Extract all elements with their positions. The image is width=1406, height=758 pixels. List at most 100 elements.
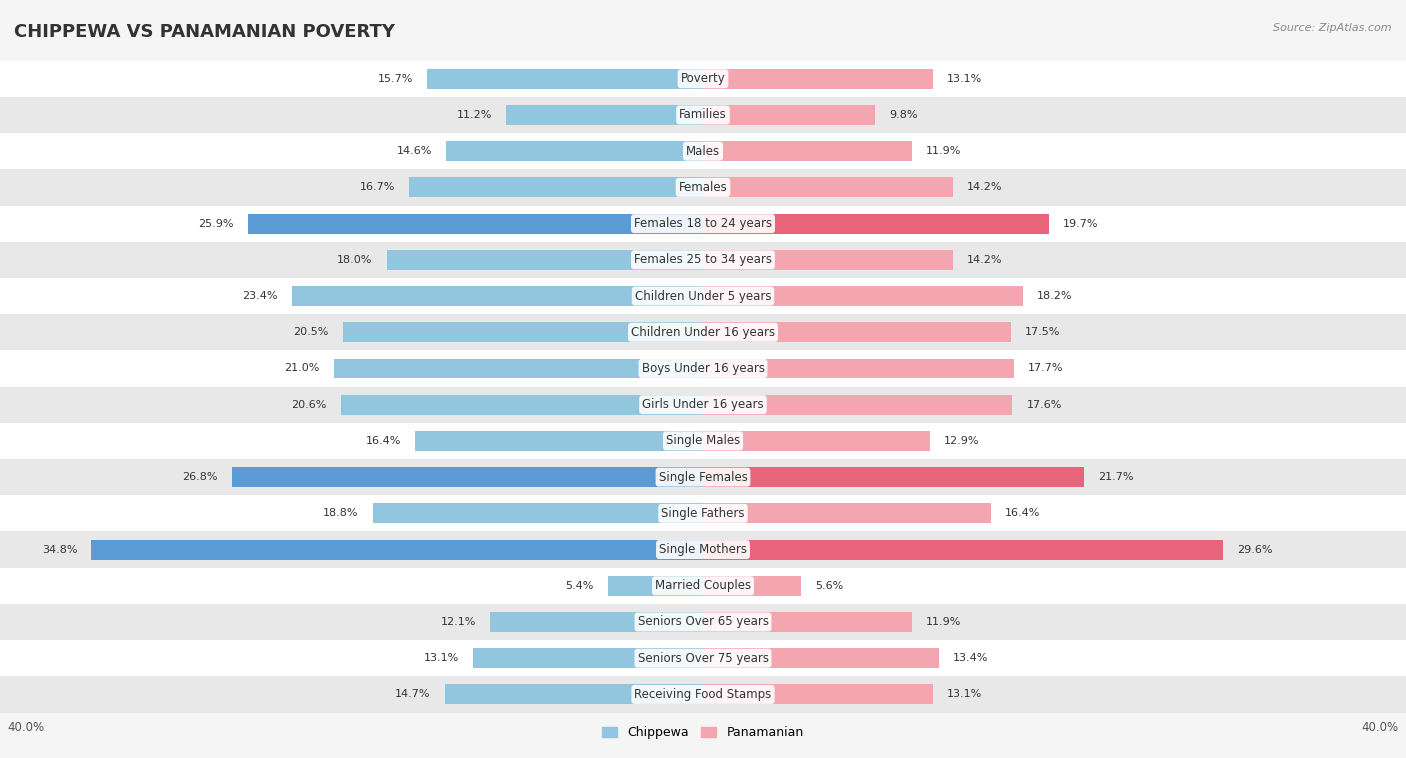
Text: 20.5%: 20.5% <box>294 327 329 337</box>
Bar <box>0 640 1406 676</box>
Text: 13.1%: 13.1% <box>423 653 458 663</box>
Text: Receiving Food Stamps: Receiving Food Stamps <box>634 688 772 701</box>
Bar <box>0 423 1406 459</box>
Bar <box>343 322 703 342</box>
Bar <box>0 278 1406 314</box>
Bar <box>0 350 1406 387</box>
Text: 20.6%: 20.6% <box>291 399 326 409</box>
Bar <box>373 503 703 523</box>
Text: 18.8%: 18.8% <box>323 509 359 518</box>
Bar <box>703 105 875 125</box>
Bar <box>703 431 929 451</box>
Text: Single Fathers: Single Fathers <box>661 507 745 520</box>
Text: 26.8%: 26.8% <box>183 472 218 482</box>
Bar <box>0 169 1406 205</box>
Text: 16.4%: 16.4% <box>1005 509 1040 518</box>
Bar <box>0 459 1406 495</box>
Text: 25.9%: 25.9% <box>198 218 233 229</box>
Text: 17.7%: 17.7% <box>1028 364 1063 374</box>
Text: Children Under 5 years: Children Under 5 years <box>634 290 772 302</box>
Bar <box>609 576 703 596</box>
Text: 18.0%: 18.0% <box>337 255 373 265</box>
Bar <box>0 387 1406 423</box>
Bar <box>703 214 1049 233</box>
Bar <box>703 141 912 161</box>
Text: 17.5%: 17.5% <box>1025 327 1060 337</box>
Bar <box>0 242 1406 278</box>
Bar <box>340 395 703 415</box>
Bar <box>703 286 1024 306</box>
Text: 40.0%: 40.0% <box>1362 721 1399 735</box>
Text: Seniors Over 65 years: Seniors Over 65 years <box>637 615 769 628</box>
Text: 5.4%: 5.4% <box>565 581 593 590</box>
Text: 11.9%: 11.9% <box>927 617 962 627</box>
Text: Males: Males <box>686 145 720 158</box>
Text: 29.6%: 29.6% <box>1237 544 1272 555</box>
Bar <box>0 314 1406 350</box>
Bar <box>506 105 703 125</box>
Bar <box>703 612 912 632</box>
Bar <box>703 359 1014 378</box>
Text: 16.4%: 16.4% <box>366 436 401 446</box>
Bar <box>447 141 703 161</box>
Text: 18.2%: 18.2% <box>1038 291 1073 301</box>
Text: 23.4%: 23.4% <box>242 291 278 301</box>
Text: 40.0%: 40.0% <box>7 721 44 735</box>
Text: 16.7%: 16.7% <box>360 183 395 193</box>
Text: 11.9%: 11.9% <box>927 146 962 156</box>
Text: Females: Females <box>679 181 727 194</box>
Text: Seniors Over 75 years: Seniors Over 75 years <box>637 652 769 665</box>
Bar <box>703 69 934 89</box>
Bar <box>0 205 1406 242</box>
Text: 13.1%: 13.1% <box>948 74 983 83</box>
Bar <box>703 467 1084 487</box>
Text: 15.7%: 15.7% <box>378 74 413 83</box>
Bar <box>0 495 1406 531</box>
Bar <box>472 648 703 668</box>
Text: 14.2%: 14.2% <box>967 183 1002 193</box>
Bar <box>247 214 703 233</box>
Bar <box>703 540 1223 559</box>
Text: Source: ZipAtlas.com: Source: ZipAtlas.com <box>1274 23 1392 33</box>
Bar <box>0 531 1406 568</box>
Text: 21.7%: 21.7% <box>1098 472 1133 482</box>
Text: Females 18 to 24 years: Females 18 to 24 years <box>634 217 772 230</box>
Text: Single Males: Single Males <box>666 434 740 447</box>
Text: 9.8%: 9.8% <box>890 110 918 120</box>
Text: Females 25 to 34 years: Females 25 to 34 years <box>634 253 772 266</box>
Text: Boys Under 16 years: Boys Under 16 years <box>641 362 765 375</box>
Bar <box>0 568 1406 604</box>
Text: Children Under 16 years: Children Under 16 years <box>631 326 775 339</box>
Bar <box>703 576 801 596</box>
Bar <box>427 69 703 89</box>
Text: Girls Under 16 years: Girls Under 16 years <box>643 398 763 411</box>
Text: Families: Families <box>679 108 727 121</box>
Text: CHIPPEWA VS PANAMANIAN POVERTY: CHIPPEWA VS PANAMANIAN POVERTY <box>14 23 395 41</box>
Text: 14.6%: 14.6% <box>396 146 433 156</box>
Bar <box>703 250 953 270</box>
Bar <box>0 133 1406 169</box>
Text: Married Couples: Married Couples <box>655 579 751 592</box>
Bar <box>415 431 703 451</box>
Text: Single Mothers: Single Mothers <box>659 543 747 556</box>
Bar <box>703 395 1012 415</box>
Bar <box>703 684 934 704</box>
Bar <box>409 177 703 197</box>
Bar <box>335 359 703 378</box>
Text: 11.2%: 11.2% <box>457 110 492 120</box>
Text: 34.8%: 34.8% <box>42 544 77 555</box>
Bar <box>444 684 703 704</box>
Bar <box>703 322 1011 342</box>
Text: 19.7%: 19.7% <box>1063 218 1098 229</box>
Bar <box>703 503 991 523</box>
Text: 17.6%: 17.6% <box>1026 399 1062 409</box>
Text: 21.0%: 21.0% <box>284 364 321 374</box>
Text: 13.4%: 13.4% <box>953 653 988 663</box>
Text: 14.2%: 14.2% <box>967 255 1002 265</box>
Bar <box>0 97 1406 133</box>
Bar <box>387 250 703 270</box>
Bar <box>0 604 1406 640</box>
Bar <box>91 540 703 559</box>
Bar <box>0 676 1406 713</box>
Legend: Chippewa, Panamanian: Chippewa, Panamanian <box>598 721 808 744</box>
